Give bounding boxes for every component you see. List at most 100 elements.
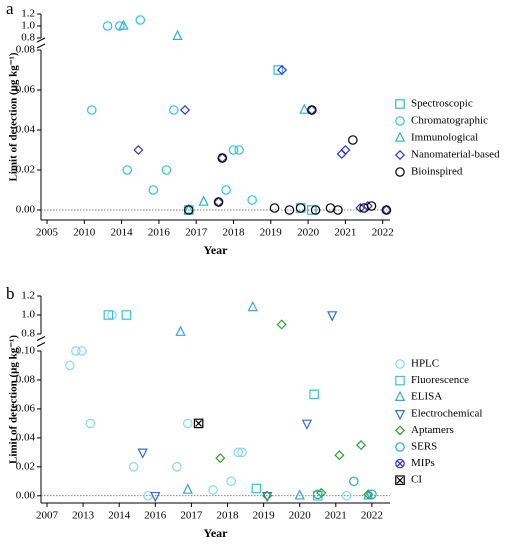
marker	[217, 153, 228, 163]
marker-shape	[312, 489, 323, 500]
marker-shape	[348, 135, 358, 145]
marker	[394, 131, 406, 142]
marker	[284, 205, 295, 215]
marker-shape	[301, 419, 313, 430]
legend-label: Fluorescence	[411, 374, 469, 386]
marker	[247, 195, 257, 205]
marker	[394, 390, 406, 401]
marker-shape	[226, 476, 236, 487]
legend-label: Spectroscopic	[411, 98, 473, 110]
marker	[355, 202, 366, 214]
y-tick-label: 0.08	[16, 373, 36, 385]
marker-shape	[349, 476, 359, 487]
marker-shape	[182, 483, 193, 494]
marker	[182, 483, 193, 494]
marker-shape	[334, 450, 345, 461]
marker	[262, 491, 273, 503]
marker-shape	[394, 149, 406, 161]
marker-shape	[114, 21, 125, 31]
marker-shape	[294, 489, 305, 500]
marker-shape	[341, 490, 352, 501]
marker	[128, 462, 139, 472]
y-tick-label: 1.2	[21, 8, 35, 20]
marker	[114, 21, 125, 31]
marker	[367, 489, 377, 500]
marker-shape	[284, 205, 295, 215]
marker-shape	[273, 65, 284, 75]
y-tick-label: 0.06	[16, 84, 36, 96]
marker	[251, 483, 262, 494]
marker-shape	[172, 462, 182, 472]
marker-shape	[133, 144, 144, 156]
marker	[269, 203, 280, 213]
marker-shape	[148, 185, 159, 195]
marker	[103, 310, 114, 320]
marker-shape	[327, 311, 338, 322]
marker	[394, 410, 406, 421]
legend-label: Immunological	[411, 132, 478, 144]
y-axis-label: Limit of detection (μg kg⁻¹)	[8, 52, 20, 181]
marker-shape	[215, 453, 226, 464]
marker-shape	[208, 485, 218, 495]
marker-shape	[234, 145, 244, 155]
x-tick-label: 2014	[108, 510, 131, 522]
y-tick-label: 0.8	[21, 32, 35, 44]
marker-shape	[182, 418, 193, 429]
marker	[148, 185, 159, 195]
marker	[237, 447, 247, 458]
legend-label: Nanomaterial-based	[411, 149, 500, 161]
marker-shape	[395, 475, 405, 485]
marker-shape	[228, 145, 239, 155]
marker-shape	[395, 375, 405, 386]
marker-shape	[121, 310, 132, 320]
x-tick-label: 2005	[36, 227, 59, 239]
marker-shape	[269, 203, 280, 213]
marker	[395, 116, 405, 126]
axis-break	[36, 342, 46, 347]
panel-label: b	[6, 284, 15, 303]
marker-shape	[310, 205, 321, 215]
marker	[86, 105, 97, 115]
marker-shape	[172, 29, 183, 41]
marker-shape	[85, 418, 96, 429]
marker	[247, 300, 258, 312]
marker	[348, 135, 358, 145]
marker	[135, 15, 146, 25]
x-tick-label: 2022	[372, 227, 394, 239]
marker	[208, 485, 218, 495]
marker-shape	[221, 185, 231, 195]
x-tick-label: 2016	[144, 510, 167, 522]
marker-shape	[183, 205, 194, 215]
marker	[233, 447, 244, 458]
marker-shape	[71, 346, 81, 356]
marker	[299, 103, 310, 114]
y-tick-label: 0.00	[16, 489, 36, 501]
legend-label: SERS	[411, 441, 437, 453]
marker-shape	[213, 197, 224, 207]
marker	[276, 319, 287, 330]
marker-shape	[276, 64, 288, 76]
marker-shape	[340, 144, 351, 156]
marker-shape	[299, 103, 310, 114]
panel-label: a	[6, 0, 14, 18]
marker-shape	[86, 105, 97, 115]
marker-shape	[262, 491, 273, 503]
marker-shape	[217, 153, 228, 163]
marker-shape	[77, 346, 87, 356]
marker-shape	[137, 448, 148, 459]
marker	[226, 476, 236, 487]
marker-shape	[195, 420, 202, 427]
marker	[395, 458, 405, 469]
marker	[172, 29, 183, 41]
marker	[193, 418, 204, 429]
marker	[273, 65, 284, 75]
legend-label: Chromatographic	[411, 115, 488, 127]
marker-shape	[395, 458, 405, 469]
marker-shape	[395, 359, 405, 369]
y-tick-label: 0.00	[16, 204, 36, 216]
marker	[312, 489, 323, 500]
x-tick-label: 2007	[36, 510, 59, 522]
marker	[161, 165, 172, 175]
marker	[85, 418, 96, 429]
marker	[228, 145, 239, 155]
